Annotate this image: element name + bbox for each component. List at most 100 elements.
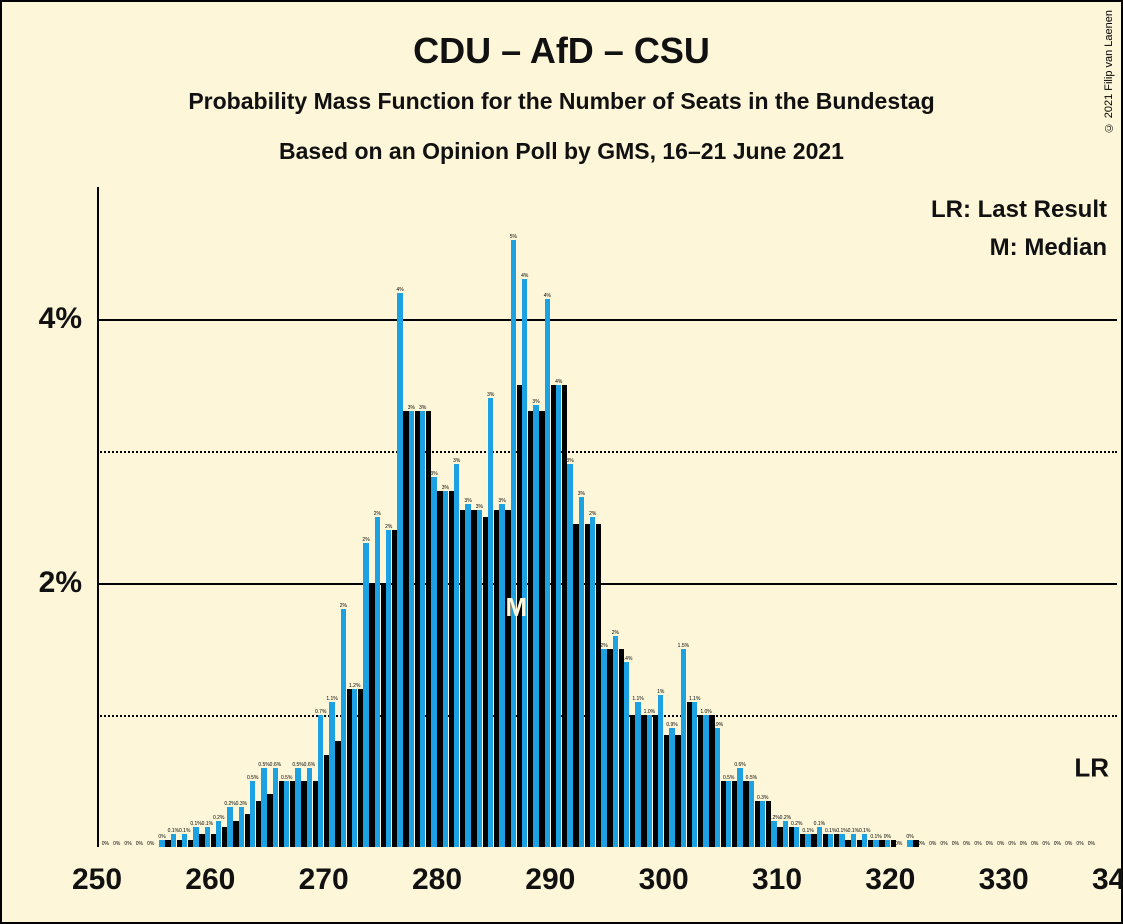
bar-blue: 0.2% [771,821,776,847]
bar-value-label: 0% [1042,841,1049,847]
bar-value-label: 0.1% [179,828,190,834]
bar-value-label: 0.2% [224,801,235,807]
bar-value-label: 0% [918,841,925,847]
bar-value-label: 0.6% [270,762,281,768]
bar-value-label: 0.6% [734,762,745,768]
bar-value-label: 2% [612,630,619,636]
plot-area: LR: Last Result M: Median 2%4% 250260270… [97,187,1117,847]
chart-container: © 2021 Filip van Laenen CDU – AfD – CSU … [0,0,1123,924]
bar-blue: 1.0% [703,715,708,847]
bar-value-label: 0% [1008,841,1015,847]
bar-blue: 0.1% [805,834,810,847]
bar-value-label: 1.4% [621,656,632,662]
bar-blue: 3% [477,510,482,847]
bar-value-label: 0.9% [666,722,677,728]
bar-blue: 2% [386,530,391,847]
bar-value-label: 2% [374,511,381,517]
bar-blue: 1.4% [624,662,629,847]
y-axis-label: 2% [39,566,82,600]
bar-blue: 0.2% [794,827,799,847]
bar-value-label: 0% [974,841,981,847]
chart-subtitle-1: Probability Mass Function for the Number… [2,88,1121,115]
x-axis-label: 250 [72,863,122,897]
bar-blue: 0.2% [783,821,788,847]
bar-blue: 0.9% [715,728,720,847]
bars-layer: 0%0%0%0%0%0%0.1%0.1%0.1%0.1%0.2%0.2%0.3%… [97,187,1117,847]
bar-value-label: 0.1% [836,828,847,834]
bar-blue: 0.6% [273,768,278,847]
bar-value-label: 0% [963,841,970,847]
bar-value-label: 0% [1065,841,1072,847]
bar-blue: 0.5% [261,768,266,847]
bar-value-label: 2% [340,603,347,609]
bar-blue: 3% [420,411,425,847]
bar-value-label: 0.2% [780,815,791,821]
bar-blue: 2% [363,543,368,847]
bar-value-label: 3% [498,498,505,504]
bar-blue: 3% [409,411,414,847]
bar-value-label: 1.1% [689,696,700,702]
bar-value-label: 0% [1020,841,1027,847]
bar-blue: 0.1% [851,834,856,847]
bar-blue: 2% [375,517,380,847]
bar-value-label: 0% [986,841,993,847]
bar-blue: 0.1% [817,827,822,847]
bar-value-label: 0% [136,841,143,847]
bar-value-label: 3% [453,458,460,464]
bar-value-label: 0.7% [315,709,326,715]
bar-blue: 1.0% [647,715,652,847]
bar-value-label: 0.1% [202,821,213,827]
bar-blue: 0.1% [193,827,198,847]
bar-value-label: 2% [362,537,369,543]
bar-blue: 0.2% [216,821,221,847]
bar-value-label: 0% [124,841,131,847]
bar-value-label: 0% [102,841,109,847]
bar-blue: 0.1% [205,827,210,847]
bar-value-label: 0% [895,841,902,847]
bar-value-label: 0% [952,841,959,847]
bar-blue: 2% [613,636,618,847]
bar-blue: 0.1% [839,834,844,847]
bar-value-label: 1.1% [632,696,643,702]
bar-blue: 1.5% [681,649,686,847]
bar-value-label: 0% [1076,841,1083,847]
x-axis-label: 340 [1092,863,1123,897]
bar-value-label: 3% [487,392,494,398]
bar-value-label: 2% [589,511,596,517]
bar-value-label: 0% [1031,841,1038,847]
bar-value-label: 0% [997,841,1004,847]
bar-blue: 3% [499,504,504,847]
bar-value-label: 0% [929,841,936,847]
bar-blue: 0.1% [182,834,187,847]
bar-value-label: 3% [430,471,437,477]
bar-value-label: 3% [566,458,573,464]
bar-blue: 0.7% [318,715,323,847]
chart-title: CDU – AfD – CSU [2,30,1121,72]
bar-value-label: 0% [940,841,947,847]
bar-blue: 3% [488,398,493,847]
bar-blue: 0.5% [726,781,731,847]
bar-blue: 3% [431,477,436,847]
bar-value-label: 4% [521,273,528,279]
bar-value-label: 3% [532,399,539,405]
x-axis-label: 270 [299,863,349,897]
x-axis-label: 310 [752,863,802,897]
x-axis-label: 290 [525,863,575,897]
bar-value-label: 0.1% [859,828,870,834]
bar-value-label: 0.2% [213,815,224,821]
bar-value-label: 3% [464,498,471,504]
bar-value-label: 0.5% [247,775,258,781]
bar-value-label: 0.5% [292,762,303,768]
bar-blue: 0.5% [749,781,754,847]
bar-blue: 2% [590,517,595,847]
bar-value-label: 0% [1088,841,1095,847]
bar-blue: 4% [397,293,402,847]
bar-blue: 0.1% [828,834,833,847]
bar-blue: 0.1% [862,834,867,847]
x-axis-label: 280 [412,863,462,897]
bar-blue: 0.5% [284,781,289,847]
bar-value-label: 1.5% [678,643,689,649]
bar-blue: 4% [545,299,550,847]
bar-blue: 0.6% [737,768,742,847]
bar-value-label: 3% [578,491,585,497]
